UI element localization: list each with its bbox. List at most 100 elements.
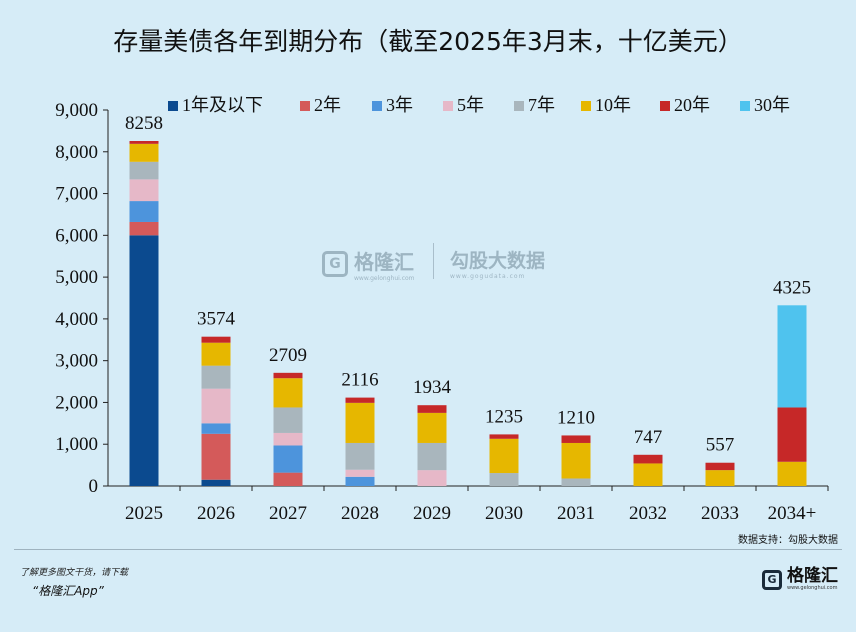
legend-swatch bbox=[581, 101, 591, 111]
legend-swatch bbox=[740, 101, 750, 111]
bar-total-label: 2116 bbox=[341, 370, 378, 391]
bar-segment bbox=[273, 407, 303, 433]
bar-total-labels: 8258 3574 2709 2116 1934 1235 1210 747 557 4325 bbox=[125, 113, 811, 456]
brand-name: 格隆汇 bbox=[787, 566, 838, 586]
bar-segment bbox=[129, 140, 159, 144]
legend-label: 5年 bbox=[457, 95, 484, 115]
footer-app-name: “格隆汇App” bbox=[32, 584, 104, 598]
bar-segment bbox=[273, 378, 303, 408]
y-tick-label: 1,000 bbox=[55, 434, 98, 455]
bar-total-label: 557 bbox=[706, 435, 735, 456]
y-tick-label: 8,000 bbox=[55, 142, 98, 163]
bar-segment bbox=[561, 435, 591, 443]
bar-segment bbox=[633, 463, 663, 486]
bar-segment bbox=[201, 423, 231, 434]
watermark-gelonghui: G 格隆汇 www.gelonghui.com bbox=[322, 246, 415, 282]
bar-segment bbox=[129, 201, 159, 222]
bar-segment bbox=[489, 434, 519, 439]
legend: 1年及以下 2年 3年 5年 7年 10年 20年 30年 bbox=[168, 95, 790, 115]
bar-segment bbox=[345, 442, 375, 470]
bar-segment bbox=[633, 454, 663, 464]
watermark-brand-url: www.gelonghui.com bbox=[354, 275, 415, 282]
x-tick-label: 2028 bbox=[341, 503, 379, 524]
x-axis: 2025 2026 2027 2028 2029 2030 2031 2032 2033 2034… bbox=[108, 485, 829, 524]
bar-segment bbox=[489, 438, 519, 474]
y-tick-label: 3,000 bbox=[55, 351, 98, 372]
bar-segment bbox=[273, 472, 303, 486]
bar-total-label: 3574 bbox=[197, 309, 236, 330]
legend-swatch bbox=[300, 101, 310, 111]
bar-segment bbox=[129, 161, 159, 180]
gelonghui-logo-icon: G bbox=[762, 569, 782, 590]
watermark-gogudata: 勾股大数据 www.gogudata.com bbox=[450, 246, 545, 280]
y-axis: 0 1,000 2,000 3,000 4,000 5,000 6,000 7,000 8,00… bbox=[55, 100, 109, 497]
watermark-data-brand: 勾股大数据 bbox=[450, 250, 546, 272]
gelonghui-logo-icon: G bbox=[322, 251, 348, 277]
bar-total-label: 8258 bbox=[125, 113, 163, 134]
bar-segment bbox=[201, 365, 231, 389]
footer-promo-text: 了解更多图文干货，请下载 bbox=[20, 568, 129, 578]
bar-segment bbox=[705, 462, 735, 471]
bar-segment bbox=[345, 397, 375, 403]
x-tick-label: 2032 bbox=[629, 503, 667, 524]
bar-segment bbox=[129, 221, 159, 236]
legend-label: 1年及以下 bbox=[182, 95, 263, 115]
bar-segment bbox=[129, 143, 159, 162]
bar-total-label: 1934 bbox=[413, 377, 452, 398]
bar-segment bbox=[561, 478, 591, 486]
legend-swatch bbox=[372, 101, 382, 111]
y-tick-label: 9,000 bbox=[55, 100, 98, 121]
x-tick-label: 2031 bbox=[557, 503, 595, 524]
bar-segment bbox=[417, 442, 447, 471]
x-tick-label: 2027 bbox=[269, 503, 307, 524]
x-tick-label: 2029 bbox=[413, 503, 451, 524]
bar-segment bbox=[705, 470, 735, 486]
bar-segment bbox=[417, 412, 447, 443]
bar-segment bbox=[417, 405, 447, 413]
y-tick-label: 7,000 bbox=[55, 184, 98, 205]
legend-label: 2年 bbox=[314, 95, 341, 115]
watermark-brand: 格隆汇 bbox=[354, 250, 414, 274]
bar-segment bbox=[201, 342, 231, 366]
x-tick-label: 2025 bbox=[125, 503, 163, 524]
brand-url: www.gelonghui.com bbox=[787, 585, 838, 591]
legend-swatch bbox=[514, 101, 524, 111]
footer-divider bbox=[14, 549, 842, 550]
bar-segment bbox=[201, 388, 231, 424]
bar-segment bbox=[201, 433, 231, 480]
bar-segment bbox=[345, 469, 375, 477]
legend-swatch bbox=[660, 101, 670, 111]
bar-segment bbox=[129, 235, 159, 486]
bar-segment bbox=[417, 470, 447, 486]
x-tick-label: 2034+ bbox=[768, 503, 817, 524]
bar-segment bbox=[489, 473, 519, 486]
bar-segment bbox=[561, 442, 591, 479]
watermark-divider bbox=[433, 243, 434, 279]
bar-total-label: 747 bbox=[634, 427, 663, 448]
y-tick-label: 2,000 bbox=[55, 392, 98, 413]
brand-logo: G 格隆汇 www.gelonghui.com bbox=[762, 568, 838, 591]
bar-total-label: 1210 bbox=[557, 407, 595, 428]
bar-segment bbox=[777, 305, 807, 408]
y-tick-label: 0 bbox=[89, 476, 99, 497]
bar-segment bbox=[129, 179, 159, 202]
legend-label: 3年 bbox=[386, 95, 413, 115]
y-tick-label: 6,000 bbox=[55, 225, 98, 246]
bar-stacks bbox=[129, 140, 807, 486]
legend-label: 10年 bbox=[595, 95, 631, 115]
bar-segment bbox=[201, 479, 231, 486]
bar-total-label: 4325 bbox=[773, 277, 811, 298]
bar-segment bbox=[201, 336, 231, 343]
source-note: 数据支持：勾股大数据 bbox=[738, 535, 838, 546]
chart-title: 存量美债各年到期分布（截至2025年3月末，十亿美元） bbox=[113, 27, 743, 56]
x-tick-label: 2033 bbox=[701, 503, 739, 524]
bar-segment bbox=[273, 372, 303, 379]
bar-total-label: 1235 bbox=[485, 406, 523, 427]
x-tick-label: 2026 bbox=[197, 503, 235, 524]
legend-label: 30年 bbox=[754, 95, 790, 115]
legend-label: 20年 bbox=[674, 95, 710, 115]
y-tick-label: 4,000 bbox=[55, 309, 98, 330]
bar-segment bbox=[777, 461, 807, 486]
bar-segment bbox=[273, 445, 303, 473]
